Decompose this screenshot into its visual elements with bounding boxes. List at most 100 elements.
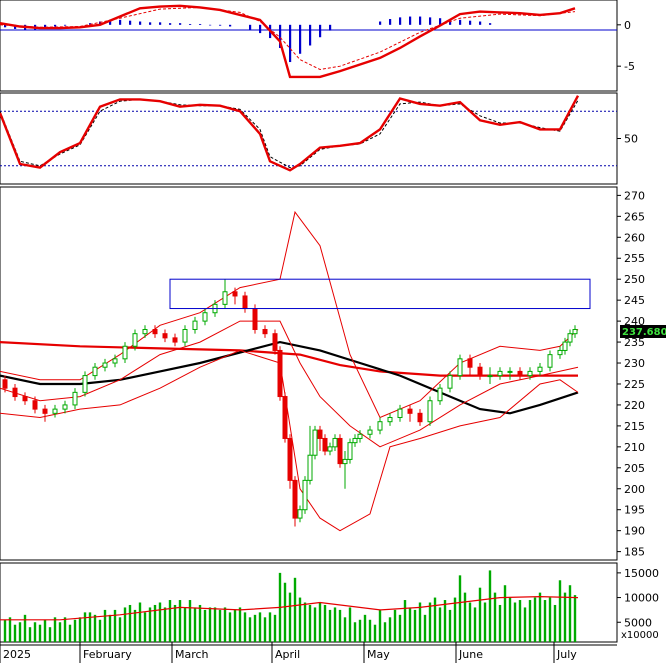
stochastic-lines <box>0 95 580 172</box>
macd-y-tick-label-1: -5 <box>624 60 635 73</box>
volume-bar <box>108 614 112 642</box>
macd-histogram-bar <box>109 19 112 25</box>
candle-down <box>467 358 473 368</box>
volume-y-axis: 15000 10000 5000 <box>617 567 659 629</box>
price-y-tick-label-14: 200 <box>624 483 645 496</box>
volume-bar <box>273 614 277 642</box>
macd-lines <box>0 4 576 79</box>
candle-up <box>527 370 533 377</box>
volume-bar <box>253 614 257 642</box>
candle-down <box>322 437 328 452</box>
volume-ma-line <box>0 595 579 621</box>
volume-bar <box>418 602 422 642</box>
volume-bar <box>293 577 297 642</box>
candle-up <box>572 328 578 335</box>
candle-up <box>202 312 208 322</box>
candle-down <box>232 291 238 297</box>
volume-bar <box>23 614 27 642</box>
x-tick-label-4: May <box>367 648 390 661</box>
candle-down <box>32 400 38 410</box>
volume-bar <box>553 604 557 642</box>
volume-bar <box>48 627 52 642</box>
macd-histogram-bar <box>429 17 432 25</box>
macd-histogram-bar <box>44 24 47 29</box>
volume-bar <box>198 604 202 642</box>
volume-bar <box>158 602 162 642</box>
candle-up <box>342 458 348 465</box>
volume-bar <box>263 617 267 642</box>
volume-bar <box>63 617 67 642</box>
price-y-axis: 270 265 260 255 250 245 240 235 230 225 220 215 210 2… <box>617 189 645 559</box>
price-long-ma <box>0 341 578 377</box>
candle-down <box>292 479 298 519</box>
macd-histogram-bar <box>399 17 402 25</box>
macd-histogram-bar <box>289 24 292 63</box>
stochastic-panel-frame <box>0 92 618 185</box>
volume-bar <box>248 617 252 642</box>
candle-up <box>297 509 303 519</box>
macd-histogram-bar <box>379 21 382 25</box>
volume-bar <box>438 607 442 642</box>
volume-bar <box>423 614 427 642</box>
volume-bar <box>238 607 242 642</box>
volume-bar <box>358 619 362 642</box>
volume-bar <box>503 585 507 642</box>
macd-histogram-bar <box>489 23 492 25</box>
volume-bar <box>38 624 42 642</box>
candle-up <box>192 320 198 330</box>
volume-bar <box>213 607 217 642</box>
volume-bar <box>3 619 7 642</box>
macd-histogram-bar <box>229 24 232 27</box>
resistance-rectangle <box>169 278 591 310</box>
volume-bar <box>18 622 22 642</box>
volume-bar <box>398 614 402 642</box>
candle-up <box>427 400 433 423</box>
macd-histogram-bar <box>189 23 192 25</box>
volume-bar <box>83 612 87 642</box>
volume-bar <box>528 600 532 642</box>
candle-down <box>337 437 343 465</box>
stochastic-levels <box>0 110 617 167</box>
volume-bar <box>548 597 552 642</box>
volume-bar <box>543 600 547 642</box>
volume-bar <box>78 617 82 642</box>
candle-up <box>457 358 463 377</box>
macd-macd-line <box>0 4 576 79</box>
volume-bar <box>483 602 487 642</box>
candle-up <box>447 375 453 389</box>
x-tick-label-1: February <box>83 648 132 661</box>
price-y-tick-label-16: 190 <box>624 525 645 538</box>
price-y-tick-label-13: 205 <box>624 462 645 475</box>
candle-up <box>312 429 318 456</box>
volume-bar <box>268 612 272 642</box>
candle-up <box>142 328 148 335</box>
volume-bar <box>283 582 287 642</box>
candle-down <box>317 429 323 439</box>
volume-bars <box>3 570 577 642</box>
volume-bar <box>338 609 342 642</box>
volume-bar <box>428 602 432 642</box>
volume-bar <box>73 619 77 642</box>
volume-bar <box>143 612 147 642</box>
candle-up <box>327 446 333 452</box>
volume-bar <box>533 597 537 642</box>
stochastic-y-axis: 50 <box>617 133 638 146</box>
candle-down <box>407 408 413 414</box>
volume-bar <box>13 624 17 642</box>
macd-histogram-bar <box>179 23 182 25</box>
volume-bar <box>493 592 497 642</box>
volume-bar <box>33 622 37 642</box>
candle-up <box>437 387 443 402</box>
candle-up <box>222 291 228 305</box>
volume-bar <box>303 602 307 642</box>
macd-histogram-bar <box>459 19 462 25</box>
candle-up <box>92 366 98 377</box>
volume-bar <box>513 602 517 642</box>
macd-histogram-bar <box>219 24 222 26</box>
volume-bar <box>313 607 317 642</box>
candle-down <box>262 328 268 335</box>
volume-bar <box>68 624 72 642</box>
price-y-tick-label-1: 265 <box>624 210 645 223</box>
volume-bar <box>173 604 177 642</box>
candle-down <box>287 437 293 481</box>
